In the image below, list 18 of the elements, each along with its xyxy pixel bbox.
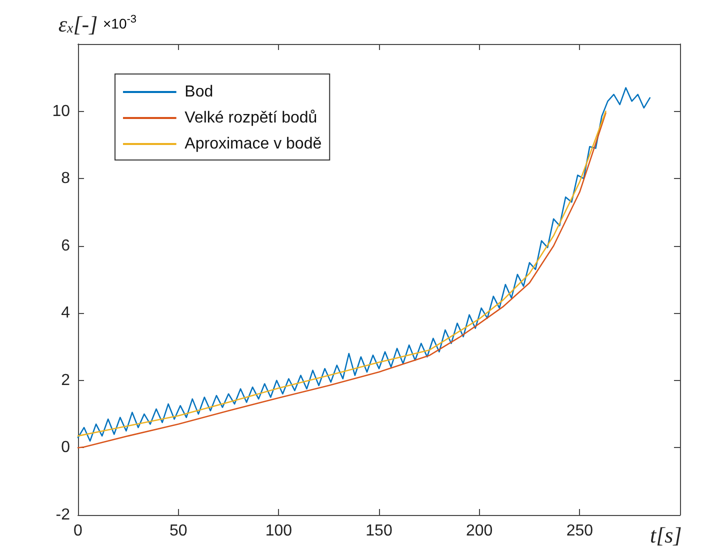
legend-label: Bod [184,84,214,100]
y-axis-title: εx[-] [58,12,98,36]
y-tick-label: -2 [56,506,70,524]
x-tick-label: 0 [74,522,83,540]
x-tick-label: 50 [169,522,188,540]
y-tick-label: 2 [61,372,70,389]
y-tick-label: 10 [52,102,70,120]
legend-label: Velké rozpětí bodů [184,110,318,126]
x-tick-label: 250 [566,522,594,540]
legend-label: Aproximace v bodě [184,136,322,152]
x-tick-label: 100 [265,522,292,540]
x-tick-label: 200 [466,522,493,540]
y-tick-label: 0 [61,439,70,456]
y-tick-label: 4 [61,304,70,322]
y-tick-label: 8 [61,170,70,188]
y-tick-label: 6 [61,237,70,254]
x-axis-title: t[s] [650,522,682,548]
x-tick-label: 150 [366,522,392,540]
